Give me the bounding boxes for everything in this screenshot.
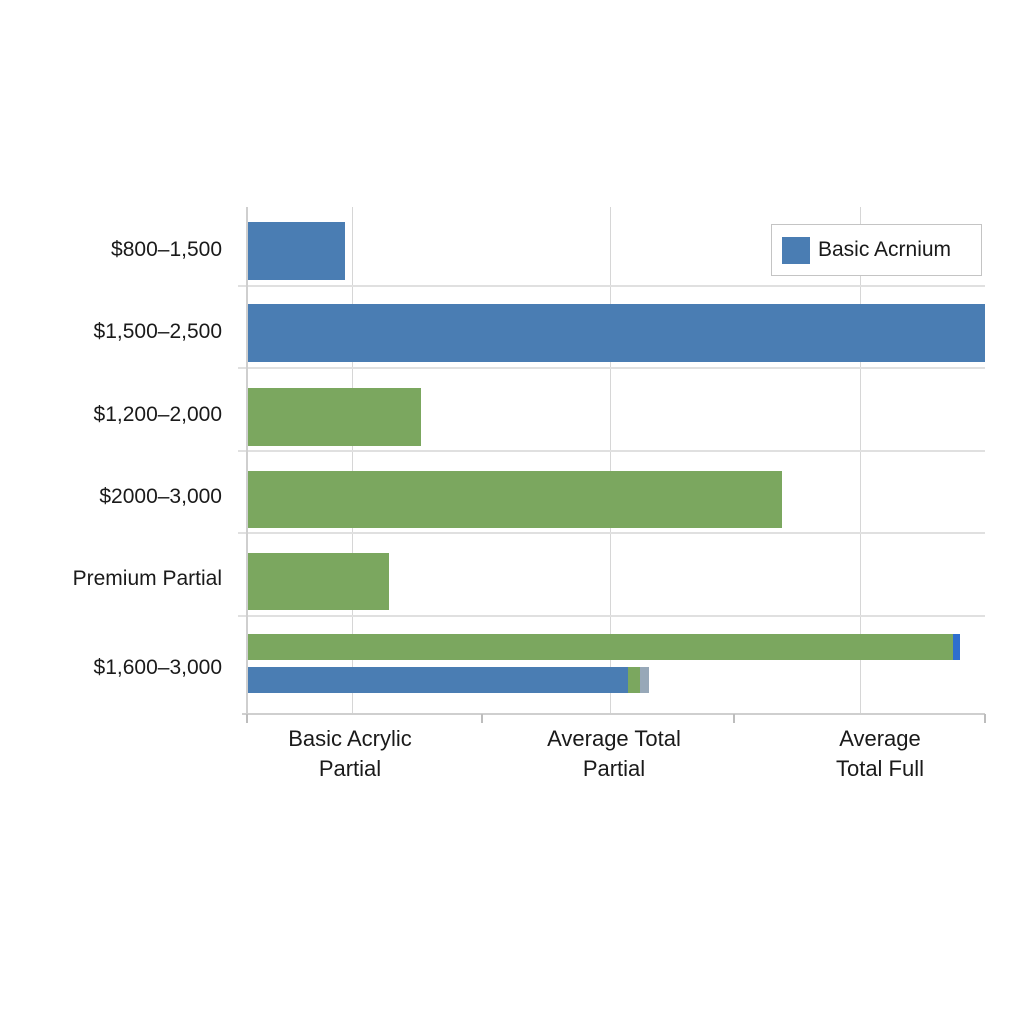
y-axis-line — [246, 207, 248, 722]
x-axis-line — [242, 713, 985, 715]
bar-segment — [953, 634, 960, 660]
vertical-gridline — [610, 207, 611, 714]
legend-label: Basic Acrnium — [818, 238, 952, 261]
horizontal-gridline — [238, 450, 985, 452]
x-tick — [984, 714, 986, 723]
y-axis-label: $1,200–2,000 — [93, 403, 222, 426]
bar-segment — [247, 471, 782, 528]
bar-segment — [247, 304, 985, 362]
y-axis-label: $1,600–3,000 — [93, 656, 222, 679]
x-axis-label: Average Total Partial — [547, 726, 681, 781]
y-axis-label: $2000–3,000 — [99, 485, 222, 508]
bar-premium-partial[interactable] — [247, 553, 389, 610]
x-tick — [481, 714, 483, 723]
bar-segment — [628, 667, 640, 693]
bar-1600-3000-lower[interactable] — [247, 667, 649, 693]
y-axis-label: Premium Partial — [72, 567, 222, 590]
bar-1600-3000-upper[interactable] — [247, 634, 960, 660]
bar-2000-3000[interactable] — [247, 471, 782, 528]
x-tick — [246, 714, 248, 723]
bar-segment — [247, 667, 628, 693]
bar-1500-2500[interactable] — [247, 304, 985, 362]
bar-1200-2000[interactable] — [247, 388, 421, 446]
legend[interactable]: Basic Acrnium — [771, 224, 982, 276]
x-axis-label: Average Total Full — [835, 726, 925, 781]
bar-segment — [247, 388, 421, 446]
legend-swatch-icon — [782, 236, 810, 264]
bar-segment — [247, 222, 345, 280]
x-axis-label: Basic Acrylic Partial — [288, 726, 412, 781]
horizontal-gridline — [238, 285, 985, 287]
vertical-gridline — [860, 207, 861, 714]
plot-area — [238, 207, 986, 723]
y-axis-label: $800–1,500 — [111, 238, 222, 261]
vertical-gridline — [352, 207, 353, 714]
bar-segment — [247, 553, 389, 610]
bar-segment — [247, 634, 953, 660]
horizontal-gridline — [238, 367, 985, 369]
bar-segment — [640, 667, 649, 693]
horizontal-gridline — [238, 532, 985, 534]
horizontal-gridline — [238, 615, 985, 617]
x-tick — [733, 714, 735, 723]
bar-800-1500[interactable] — [247, 222, 345, 280]
y-axis-label: $1,500–2,500 — [93, 320, 222, 343]
